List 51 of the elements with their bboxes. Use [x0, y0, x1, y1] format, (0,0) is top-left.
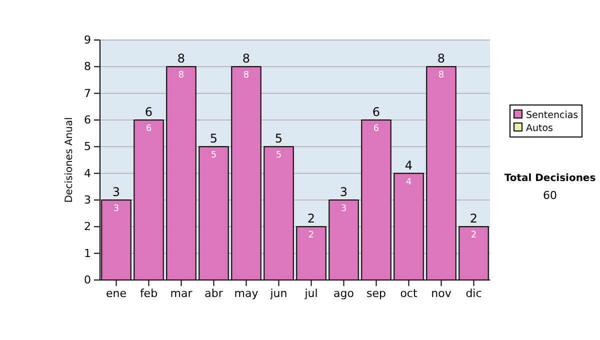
data-label: 3 [113, 204, 120, 214]
total-label: 8 [177, 52, 186, 66]
y-tick-label: 2 [84, 220, 91, 234]
data-label: 5 [210, 150, 217, 161]
total-label: 2 [307, 212, 316, 226]
data-label: 2 [308, 230, 314, 241]
total-label: 8 [242, 52, 250, 66]
data-label: 5 [276, 150, 282, 161]
text: Total Decisiones [504, 173, 596, 184]
y-tick-label: 3 [84, 194, 91, 207]
legend-label: Sentencias [526, 110, 578, 121]
legend-label: Autos [526, 123, 554, 134]
data-label: 8 [438, 70, 444, 81]
x-tick-label: jun [269, 286, 288, 300]
total-label: 3 [340, 185, 348, 199]
total-label: 5 [210, 132, 218, 146]
x-tick-label: abr [204, 286, 224, 300]
total-label: 4 [404, 158, 413, 172]
data-label: 4 [406, 177, 412, 188]
x-tick-label: may [234, 286, 259, 300]
text: 60 [543, 189, 557, 202]
x-tick-label: dic [466, 286, 482, 300]
y-tick-label: 0 [84, 274, 91, 287]
data-label: 6 [146, 124, 152, 134]
data-label: 3 [340, 204, 347, 214]
x-tick-label: ago [334, 286, 354, 300]
x-tick-label: nov [431, 286, 452, 300]
y-tick-label: 7 [84, 86, 91, 100]
x-tick-label: jul [304, 286, 318, 300]
data-label: 8 [178, 70, 184, 81]
y-tick-label: 1 [84, 246, 91, 260]
x-tick-label: oct [400, 286, 418, 300]
data-label: 2 [470, 230, 477, 241]
y-axis-title: Decisiones Anual [64, 117, 75, 203]
x-tick-label: sep [366, 286, 386, 300]
x-tick-label: ene [106, 286, 127, 300]
total-label: 6 [144, 105, 153, 119]
total-label: 2 [470, 212, 478, 226]
data-label: 8 [243, 70, 250, 81]
total-label: 8 [437, 52, 446, 66]
x-tick-label: feb [140, 286, 158, 300]
y-tick-label: 8 [84, 60, 91, 74]
x-tick-label: mar [170, 286, 193, 300]
total-label: 3 [112, 185, 120, 199]
total-label: 5 [274, 132, 283, 146]
total-label: 6 [372, 105, 380, 119]
y-tick-label: 5 [84, 140, 91, 154]
data-label: 6 [373, 124, 380, 134]
y-tick-label: 6 [84, 114, 91, 127]
y-tick-label: 4 [84, 166, 91, 180]
y-tick-label: 9 [84, 34, 91, 47]
